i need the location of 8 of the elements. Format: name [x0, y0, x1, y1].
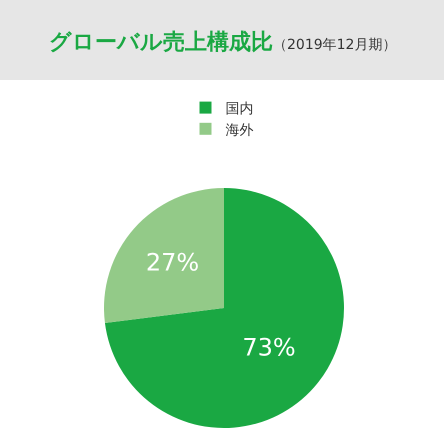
legend-label: 海外: [226, 122, 254, 138]
pie-slice: [104, 188, 344, 428]
pie-slice: [104, 188, 224, 324]
data-label: 73%: [242, 334, 296, 362]
chart-subtitle: （2019年12月期）: [273, 37, 396, 53]
legend-label: 国内: [226, 101, 254, 118]
data-label: 27%: [146, 248, 200, 277]
chart-title: グローバル売上構成比: [49, 30, 273, 55]
